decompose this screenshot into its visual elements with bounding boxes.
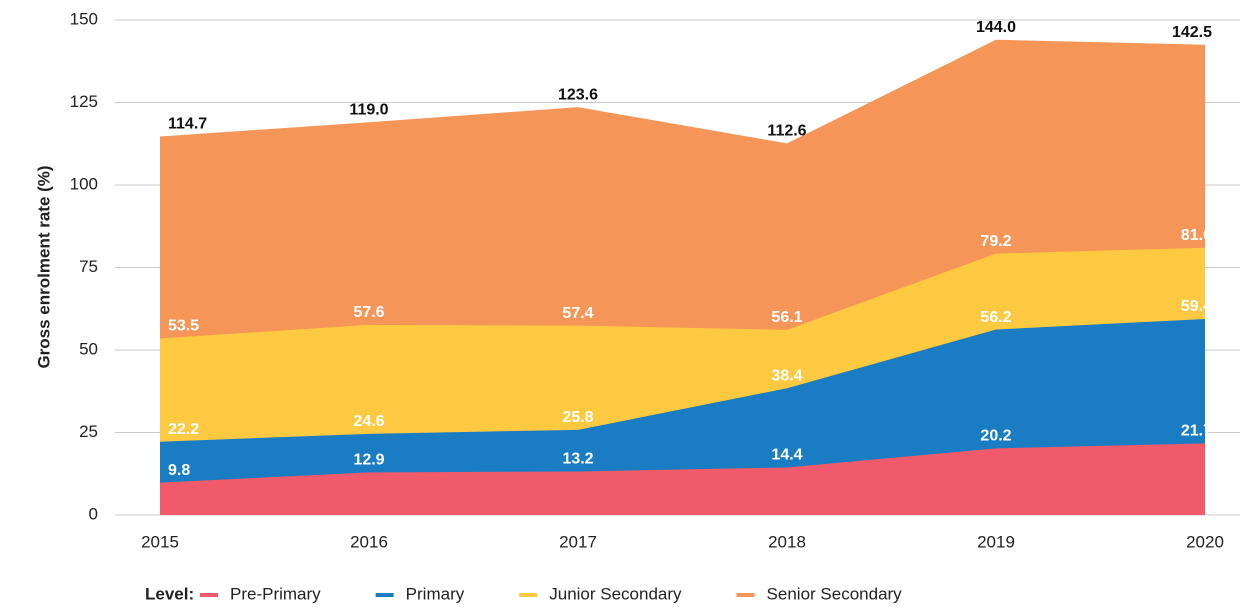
value-label: 142.5: [1172, 24, 1212, 41]
value-label: 56.1: [771, 309, 802, 326]
value-label: 123.6: [558, 86, 598, 103]
y-tick-label: 75: [79, 257, 98, 276]
value-label: 119.0: [349, 102, 388, 119]
value-label: 38.4: [771, 367, 802, 384]
x-tick-label: 2015: [141, 532, 179, 551]
legend-label: Senior Secondary: [767, 584, 903, 603]
value-label: 13.2: [562, 451, 593, 468]
value-label: 112.6: [767, 123, 806, 140]
value-label: 12.9: [353, 452, 384, 469]
y-tick-label: 50: [79, 339, 98, 358]
value-label: 20.2: [980, 428, 1011, 445]
value-label: 14.4: [771, 447, 802, 464]
value-label: 24.6: [353, 413, 384, 430]
legend-label: Primary: [406, 584, 465, 603]
value-label: 53.5: [168, 318, 199, 335]
value-label: 59.4: [1181, 298, 1212, 315]
y-tick-label: 125: [70, 92, 98, 111]
value-label: 25.8: [562, 409, 593, 426]
x-tick-label: 2016: [350, 532, 388, 551]
value-label: 81.0: [1181, 227, 1212, 244]
value-label: 22.2: [168, 421, 199, 438]
legend-label: Junior Secondary: [549, 584, 682, 603]
value-label: 57.4: [562, 305, 593, 322]
x-tick-label: 2020: [1186, 532, 1224, 551]
x-tick-label: 2017: [559, 532, 597, 551]
area: [160, 443, 1205, 515]
value-label: 57.6: [353, 304, 384, 321]
value-label: 144.0: [976, 19, 1016, 36]
y-axis-label: Gross enrolment rate (%): [34, 165, 53, 368]
legend-label: Pre-Primary: [230, 584, 321, 603]
legend-title: Level:: [145, 584, 194, 603]
y-tick-label: 25: [79, 422, 98, 441]
value-label: 114.7: [168, 116, 207, 133]
y-tick-label: 150: [70, 9, 98, 28]
value-label: 56.2: [980, 309, 1011, 326]
y-tick-label: 100: [70, 174, 98, 193]
y-tick-label: 0: [89, 504, 98, 523]
x-tick-label: 2018: [768, 532, 806, 551]
value-label: 79.2: [980, 233, 1011, 250]
x-tick-label: 2019: [977, 532, 1015, 551]
value-label: 9.8: [168, 462, 190, 479]
value-label: 21.7: [1181, 423, 1212, 440]
